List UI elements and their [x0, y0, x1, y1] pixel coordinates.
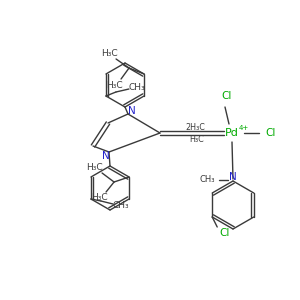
Text: Pd: Pd	[225, 128, 239, 138]
Text: 2H₃C: 2H₃C	[185, 122, 205, 131]
Text: N: N	[128, 106, 136, 116]
Text: N: N	[102, 151, 110, 161]
Text: Cl: Cl	[222, 91, 232, 101]
Text: H₃C: H₃C	[101, 50, 117, 58]
Text: H₃C: H₃C	[106, 80, 122, 89]
Text: 4+: 4+	[239, 125, 249, 131]
Text: CH₃: CH₃	[200, 175, 215, 184]
Text: N: N	[229, 172, 237, 182]
Text: CH₃: CH₃	[129, 83, 145, 92]
Text: H₃C: H₃C	[91, 194, 107, 202]
Text: CH₃: CH₃	[112, 200, 129, 209]
Text: H₃C: H₃C	[190, 134, 204, 143]
Text: H₃C: H₃C	[86, 164, 102, 172]
Text: Cl: Cl	[219, 228, 230, 238]
Text: Cl: Cl	[266, 128, 276, 138]
